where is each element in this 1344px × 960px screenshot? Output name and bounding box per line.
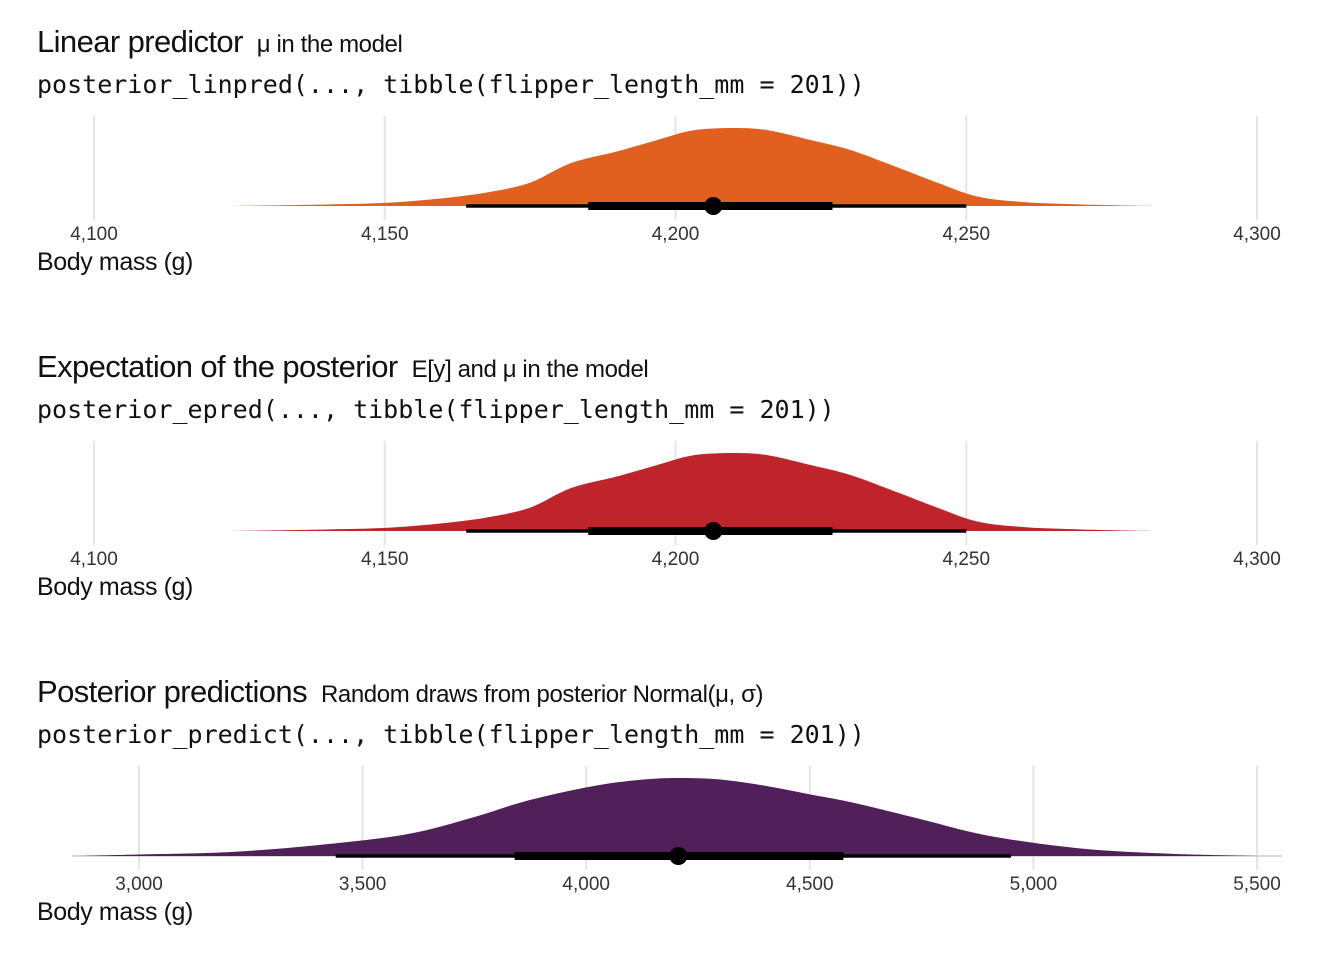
- point-estimate: [704, 197, 723, 215]
- panel-title: Posterior predictions: [37, 674, 308, 709]
- panel-subtitle: μ in the model: [256, 31, 403, 58]
- code-caption: posterior_epred(..., tibble(flipper_leng…: [37, 395, 835, 424]
- point-estimate: [669, 847, 688, 865]
- x-tick-label: 4,250: [942, 224, 990, 245]
- code-caption: posterior_linpred(..., tibble(flipper_le…: [37, 70, 865, 99]
- x-tick-label: 4,300: [1233, 224, 1281, 245]
- x-axis-label: Body mass (g): [37, 898, 193, 926]
- panel-subtitle: E[y] and μ in the model: [411, 356, 649, 383]
- panel-expectation-posterior: Expectation of the posterior E[y] and μ i…: [0, 325, 1344, 650]
- code-caption: posterior_predict(..., tibble(flipper_le…: [37, 720, 865, 749]
- panel-title: Linear predictor: [37, 24, 243, 59]
- x-tick-label: 3,500: [339, 874, 387, 895]
- panel-subtitle: Random draws from posterior Normal(μ, σ): [320, 681, 764, 708]
- point-estimate: [704, 522, 723, 540]
- density-area: [227, 453, 1153, 531]
- x-axis-label: Body mass (g): [37, 573, 193, 601]
- x-tick-label: 4,300: [1233, 549, 1281, 570]
- x-tick-label: 4,150: [361, 224, 409, 245]
- x-axis-label: Body mass (g): [37, 248, 193, 276]
- density-area: [227, 128, 1153, 206]
- x-tick-label: 5,500: [1233, 874, 1281, 895]
- x-tick-label: 4,100: [70, 549, 118, 570]
- halfeye-plot: 4,100 4,150 4,200 4,250 4,300: [70, 441, 1281, 570]
- x-tick-label: 4,000: [562, 874, 610, 895]
- x-tick-label: 5,000: [1010, 874, 1058, 895]
- panel-title-line: Expectation of the posterior E[y] and μ i…: [37, 349, 649, 385]
- panel-title: Expectation of the posterior: [37, 349, 398, 384]
- halfeye-plot: 3,000 3,500 4,000 4,500 5,000 5,500: [72, 766, 1282, 895]
- x-tick-label: 4,100: [70, 224, 118, 245]
- halfeye-plot: 4,100 4,150 4,200 4,250 4,300: [70, 116, 1281, 245]
- x-tick-label: 4,250: [942, 549, 990, 570]
- panel-title-line: Linear predictor μ in the model: [37, 24, 403, 60]
- x-tick-label: 3,000: [115, 874, 163, 895]
- x-tick-label: 4,500: [786, 874, 834, 895]
- x-tick-label: 4,200: [652, 549, 700, 570]
- panel-title-line: Posterior predictions Random draws from p…: [37, 674, 763, 710]
- panel-linear-predictor: Linear predictor μ in the model posterior…: [0, 0, 1344, 325]
- x-tick-label: 4,200: [652, 224, 700, 245]
- panel-posterior-predictions: Posterior predictions Random draws from p…: [0, 650, 1344, 960]
- density-area: [76, 777, 1258, 856]
- x-tick-label: 4,150: [361, 549, 409, 570]
